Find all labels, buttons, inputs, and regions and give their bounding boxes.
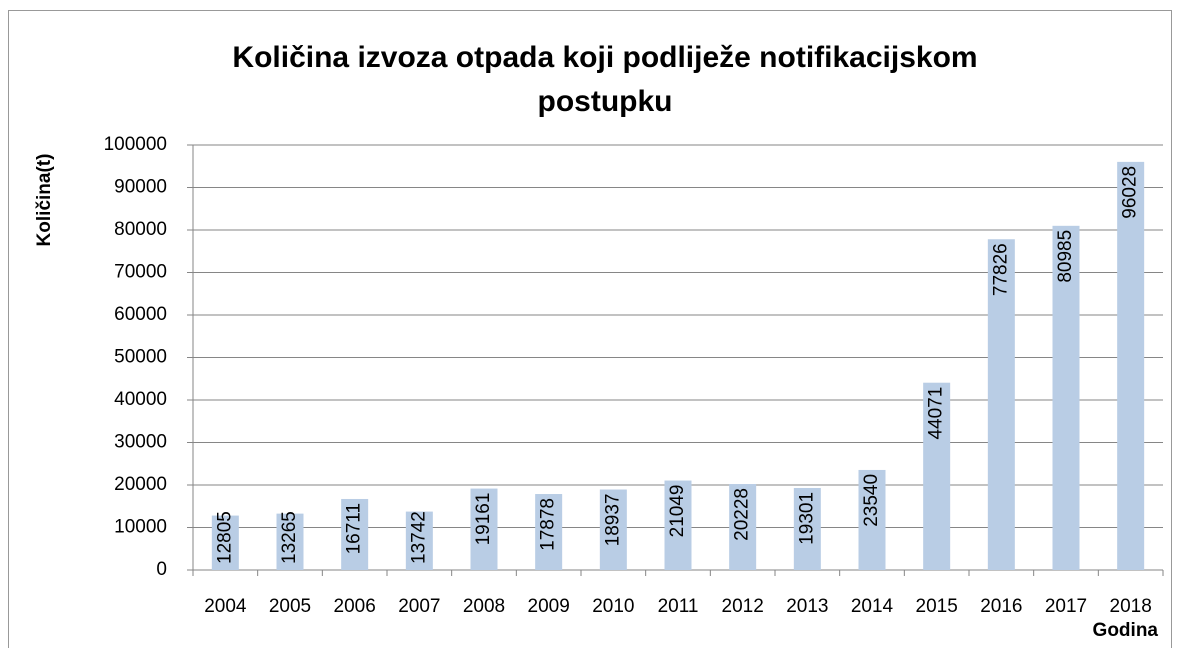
y-tick-label: 10000	[114, 517, 167, 538]
bar	[405, 511, 433, 570]
x-axis-label: Godina	[1093, 620, 1159, 641]
data-label: 77826	[990, 243, 1011, 296]
bar	[923, 382, 951, 570]
x-tick-label: 2013	[786, 596, 828, 617]
x-tick-label: 2008	[463, 596, 505, 617]
x-tick-label: 2015	[916, 596, 958, 617]
x-tick-label: 2010	[592, 596, 634, 617]
x-tick-label: 2009	[528, 596, 570, 617]
bar	[1117, 161, 1145, 571]
bar	[535, 494, 563, 570]
bar	[858, 469, 886, 570]
bar	[793, 487, 821, 570]
x-tick-label: 2017	[1045, 596, 1087, 617]
bar	[599, 489, 627, 570]
data-label: 20228	[732, 488, 753, 541]
y-tick-label: 60000	[114, 304, 167, 325]
data-label: 16711	[344, 503, 365, 554]
data-label: 23540	[861, 474, 882, 527]
y-tick-label: 80000	[114, 219, 167, 240]
x-tick-label: 2004	[204, 596, 247, 617]
x-tick-label: 2005	[269, 596, 311, 617]
data-label: 80985	[1055, 230, 1076, 283]
data-label: 19161	[473, 493, 494, 546]
x-tick-label: 2014	[851, 596, 894, 617]
x-tick-label: 2007	[398, 596, 440, 617]
bar	[664, 480, 692, 570]
y-tick-label: 90000	[114, 177, 167, 198]
data-label: 18937	[602, 494, 623, 547]
x-tick-label: 2012	[722, 596, 764, 617]
data-label: 13742	[408, 511, 429, 564]
x-tick-label: 2006	[334, 596, 376, 617]
data-label: 13265	[279, 511, 300, 564]
bar	[987, 239, 1015, 570]
y-tick-label: 70000	[114, 262, 167, 283]
x-tick-label: 2011	[658, 596, 699, 617]
y-tick-label: 30000	[114, 432, 167, 453]
y-tick-label: 100000	[104, 134, 167, 155]
chart-title: Količina izvoza otpada koji podliježe no…	[232, 41, 978, 118]
data-label: 96028	[1120, 166, 1141, 219]
y-tick-label: 50000	[114, 347, 167, 368]
bar	[211, 515, 239, 570]
data-label: 12805	[214, 511, 235, 564]
y-tick-label: 20000	[114, 474, 167, 495]
data-label: 17878	[538, 498, 559, 551]
bar	[470, 488, 498, 570]
data-label: 19301	[796, 492, 817, 545]
bar	[341, 498, 369, 570]
bar	[729, 484, 757, 570]
y-axis-label: Količina(t)	[34, 154, 55, 247]
bar	[1052, 225, 1080, 570]
chart-border	[8, 10, 1172, 648]
bar	[276, 513, 304, 570]
y-tick-label: 0	[156, 559, 167, 580]
data-label: 44071	[926, 387, 947, 440]
y-tick-label: 40000	[114, 389, 167, 410]
data-label: 21049	[667, 485, 688, 538]
x-tick-label: 2018	[1110, 596, 1152, 617]
x-tick-label: 2016	[980, 596, 1022, 617]
